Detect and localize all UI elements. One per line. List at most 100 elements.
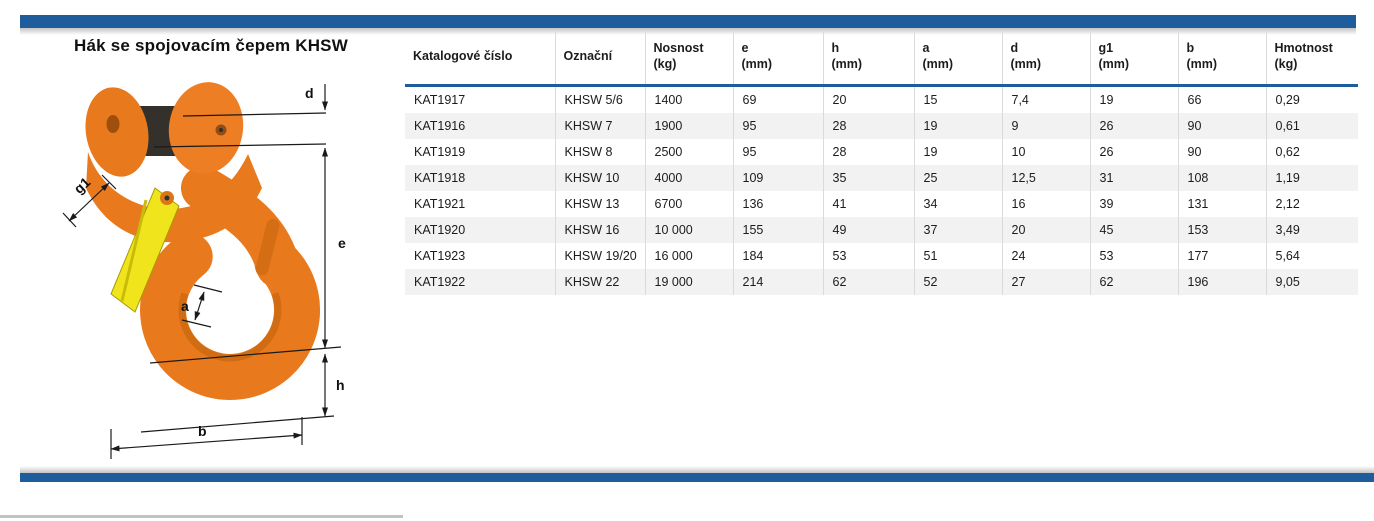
column-header-unit: (kg): [653, 57, 677, 71]
table-cell: 214: [733, 269, 824, 295]
table-row: KAT1916 KHSW 7 1900 95 28 19 9 26 90 0,61: [405, 113, 1358, 139]
table-cell: 16 000: [645, 243, 734, 269]
table-cell: 184: [733, 243, 824, 269]
table-cell: 28: [823, 139, 915, 165]
table-cell: KHSW 8: [555, 139, 646, 165]
table-cell: 3,49: [1275, 223, 1300, 237]
table-cell: KHSW 16: [555, 217, 646, 243]
table-cell: 153: [1178, 217, 1267, 243]
product-panel: Hák se spojovacím čepem KHSW: [20, 36, 402, 56]
table-cell: 90: [1178, 113, 1267, 139]
table-cell: 15: [914, 85, 1003, 113]
table-cell: 10 000: [645, 217, 734, 243]
hook-body-shape: [85, 82, 321, 400]
top-accent-bar: [20, 15, 1356, 28]
table-cell: 39: [1090, 191, 1179, 217]
table-cell: 12,5: [1002, 165, 1091, 191]
table-cell: 16: [1002, 191, 1091, 217]
table-cell: 24: [1002, 243, 1091, 269]
page-title: Hák se spojovacím čepem KHSW: [74, 36, 348, 55]
table-cell: 37: [914, 217, 1003, 243]
column-header-unit: (mm): [1010, 57, 1042, 71]
table-cell: 19: [1090, 85, 1179, 113]
table-cell: KAT1916: [405, 113, 556, 139]
column-header-unit: (mm): [1098, 57, 1130, 71]
table-cell: KHSW 10: [555, 165, 646, 191]
product-spec-table: Katalogové číslo Označní Nosnost (kg) e (mm) h…: [405, 30, 1358, 295]
dim-label-h: h: [336, 377, 345, 393]
table-row: KAT1919 KHSW 8 2500 95 28 19 10 26 90 0,62: [405, 139, 1358, 165]
column-header: e (mm): [733, 30, 824, 87]
table-cell: 1900: [645, 113, 734, 139]
table-row: KAT1917 KHSW 5/6 1400 69 20 15 7,4 19 66 0,29: [405, 85, 1358, 113]
table-cell: 155: [733, 217, 824, 243]
column-header-label: h: [831, 41, 840, 56]
table-cell: 26: [1090, 113, 1179, 139]
column-header-unit: (mm): [1186, 57, 1218, 71]
dim-label-b: b: [198, 423, 207, 439]
table-cell: 131: [1178, 191, 1267, 217]
column-header-unit: (mm): [922, 57, 954, 71]
dim-label-e: e: [338, 235, 346, 251]
table-cell: 19: [914, 113, 1003, 139]
table-cell: 0,61: [1275, 119, 1300, 133]
table-cell: 41: [823, 191, 915, 217]
table-row: KAT1923 KHSW 19/20 16 000 184 53 51 24 53 177 5,6…: [405, 243, 1358, 269]
table-cell: 20: [823, 85, 915, 113]
table-cell: 25: [914, 165, 1003, 191]
table-cell: 19: [914, 139, 1003, 165]
column-header: a (mm): [914, 30, 1003, 87]
table-row: KAT1921 KHSW 13 6700 136 41 34 16 39 131 2,12: [405, 191, 1358, 217]
column-header-label: b: [1186, 41, 1195, 56]
table-cell: 28: [823, 113, 915, 139]
column-header: b (mm): [1178, 30, 1267, 87]
table-cell: 177: [1178, 243, 1267, 269]
table-cell: KAT1922: [405, 269, 556, 295]
table-cell: 2,12: [1275, 197, 1300, 211]
table-cell: 9: [1002, 113, 1091, 139]
column-header: Hmotnost (kg): [1266, 30, 1358, 87]
table-cell: 0,62: [1275, 145, 1300, 159]
column-header: Nosnost (kg): [645, 30, 734, 87]
dim-label-d: d: [305, 85, 314, 101]
column-header-label: Katalogové číslo: [413, 49, 513, 64]
table-row: KAT1922 KHSW 22 19 000 214 62 52 27 62 196 9,05: [405, 269, 1358, 295]
table-cell: 62: [1090, 269, 1179, 295]
table-cell: KAT1917: [405, 85, 556, 113]
bottom-accent-bar-shadow: [20, 466, 1374, 473]
table-cell: 52: [914, 269, 1003, 295]
column-header-unit: (kg): [1274, 57, 1298, 71]
table-cell: KHSW 13: [555, 191, 646, 217]
column-header: Označní: [555, 30, 646, 87]
table-cell: 20: [1002, 217, 1091, 243]
column-header-label: d: [1010, 41, 1019, 56]
table-cell: 66: [1178, 85, 1267, 113]
table-cell: 51: [914, 243, 1003, 269]
table-cell: 136: [733, 191, 824, 217]
table-cell: 10: [1002, 139, 1091, 165]
column-header-label: Označní: [563, 49, 613, 64]
table-cell: 31: [1090, 165, 1179, 191]
table-cell: KHSW 22: [555, 269, 646, 295]
safety-latch: [110, 187, 180, 313]
dim-label-a: a: [181, 298, 189, 314]
column-header: Katalogové číslo: [405, 30, 556, 87]
table-cell: 196: [1178, 269, 1267, 295]
hook-technical-drawing: d e h a b g1: [62, 82, 346, 459]
column-header: g1 (mm): [1090, 30, 1179, 87]
table-cell: 1400: [645, 85, 734, 113]
table-cell: 53: [823, 243, 915, 269]
column-header-unit: (mm): [831, 57, 863, 71]
table-cell: 34: [914, 191, 1003, 217]
table-cell: 53: [1090, 243, 1179, 269]
table-row: KAT1918 KHSW 10 4000 109 35 25 12,5 31 108 1,19: [405, 165, 1358, 191]
table-cell: KAT1918: [405, 165, 556, 191]
table-cell: 95: [733, 139, 824, 165]
column-header: h (mm): [823, 30, 915, 87]
table-cell: 6700: [645, 191, 734, 217]
table-cell: KAT1919: [405, 139, 556, 165]
table-cell: 45: [1090, 217, 1179, 243]
dimension-lines: [62, 84, 342, 459]
table-cell: 49: [823, 217, 915, 243]
table-cell: KHSW 7: [555, 113, 646, 139]
